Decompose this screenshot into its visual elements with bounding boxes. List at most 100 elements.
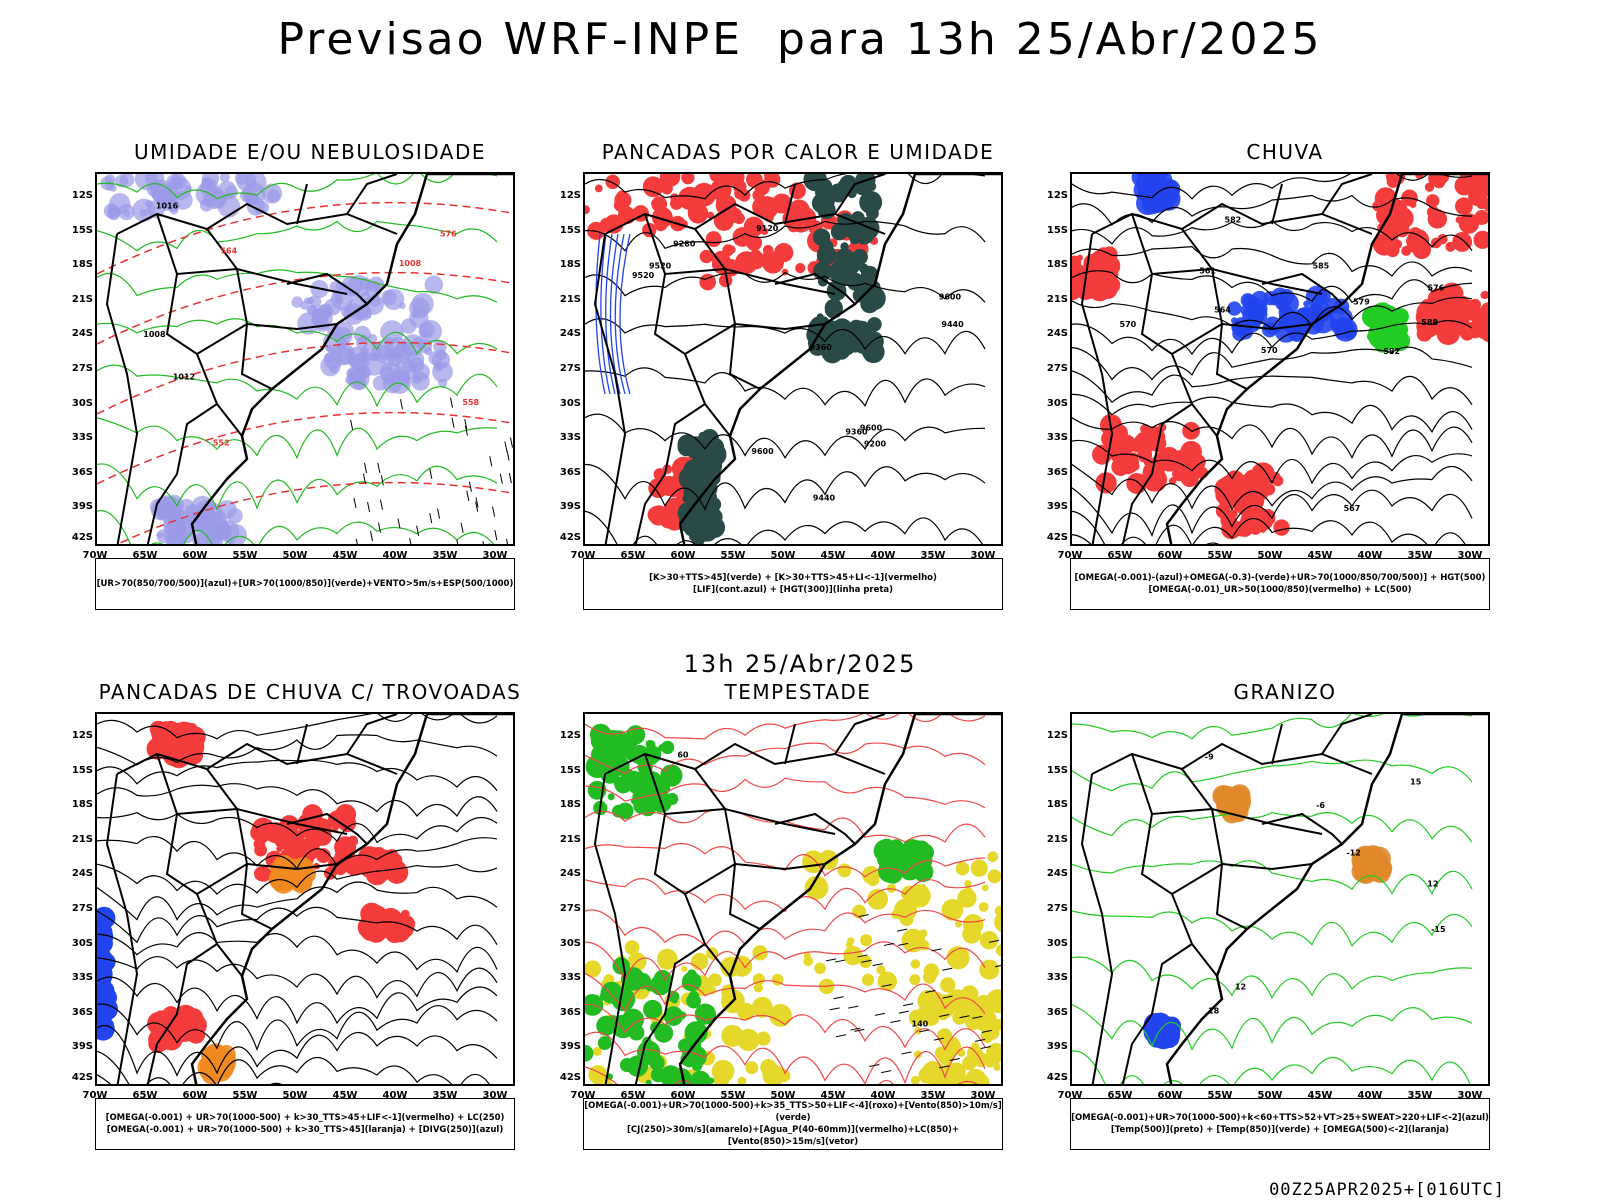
field-blob: [199, 198, 213, 212]
field-blob: [1227, 301, 1242, 316]
field-blob: [1245, 317, 1261, 333]
field-blob: [985, 1025, 1000, 1040]
lon-tick-label: 65W: [1107, 1090, 1133, 1101]
field-blob: [250, 824, 268, 842]
wind-vector: [505, 538, 508, 544]
map-graphic: 140 60: [585, 714, 1001, 1084]
field-blob: [699, 249, 714, 264]
field-blob: [708, 973, 722, 987]
field-blob: [433, 339, 447, 354]
lat-tick-label: 27S: [1046, 903, 1068, 914]
wind-vector: [482, 541, 485, 544]
wind-vector: [942, 967, 953, 971]
field-blob: [876, 965, 886, 975]
lat-tick-label: 36S: [559, 1006, 581, 1018]
contour-label: 561: [1199, 267, 1216, 276]
field-blob: [1474, 234, 1485, 244]
wind-vector: [857, 954, 868, 958]
field-blob: [634, 977, 646, 989]
field-blob: [291, 296, 303, 308]
contour-label: 9520: [649, 261, 672, 270]
wind-vector: [362, 473, 366, 484]
contour-line: [585, 742, 986, 775]
field-blob: [923, 963, 940, 979]
field-blob: [753, 983, 764, 993]
lon-tick-label: 60W: [182, 1090, 208, 1101]
contour-line: [97, 174, 498, 200]
lon-tick-label: 55W: [720, 550, 746, 561]
field-blob: [167, 733, 175, 741]
legend-line: [Temp(500)](preto) + [Temp(850)](verde) …: [1110, 1125, 1450, 1135]
wind-vector: [901, 1051, 912, 1055]
lat-tick-label: 42S: [71, 532, 93, 543]
legend-line: [OMEGA(-0.001)+UR>70(1000-500)+k<60+TTS>…: [1071, 1113, 1489, 1123]
field-blob: [347, 365, 366, 384]
contour-label: -9: [1205, 752, 1214, 761]
lon-tick-label: 70W: [570, 550, 596, 561]
coastline: [1165, 714, 1488, 1084]
contour-label: 582: [1225, 215, 1242, 224]
map-graphic: 9600 9600 9520 9440 9360 9280 9200 9120 9360 9520…: [585, 174, 1001, 544]
lat-tick-label: 33S: [559, 432, 581, 444]
contour-line: [585, 777, 986, 809]
field-blob: [684, 436, 708, 459]
field-blob: [943, 1037, 962, 1056]
wind-vector: [949, 1058, 960, 1062]
wind-vector: [854, 1028, 865, 1032]
field-blob: [320, 356, 341, 377]
field-blob: [771, 193, 792, 214]
field-blob: [745, 1061, 759, 1075]
lat-tick-label: 18S: [71, 259, 93, 271]
panel-legend: [OMEGA(-0.001)-(azul)+OMEGA(-0.3)-(verde…: [1070, 558, 1490, 610]
contour-line: [97, 463, 498, 511]
state-border: [1080, 773, 1114, 1084]
field-blob: [725, 174, 745, 187]
field-blob: [860, 265, 879, 284]
field-blob: [101, 915, 109, 924]
lat-tick-label: 21S: [1046, 293, 1068, 305]
lat-tick-label: 39S: [1046, 1041, 1068, 1053]
field-blob: [103, 203, 119, 219]
lat-tick-label: 24S: [71, 328, 93, 340]
state-border: [236, 808, 338, 871]
field-blob: [326, 345, 333, 352]
contour-line: [97, 881, 498, 921]
lat-tick-label: 27S: [559, 363, 581, 374]
field-blob: [877, 971, 897, 992]
wind-vector: [464, 425, 468, 436]
lat-tick-label: 30S: [559, 397, 581, 409]
contour-label: 1012: [173, 372, 195, 381]
state-border: [286, 272, 368, 305]
field-blob: [847, 937, 855, 945]
field-blob: [764, 174, 781, 188]
wind-vector: [514, 527, 515, 537]
map-panel-6: GRANIZO 12S 15S 18S 21S 24S 27S 30S 33S 36S 39S 42S…: [1040, 680, 1530, 1150]
lat-tick-label: 36S: [1046, 466, 1068, 478]
wind-vector: [869, 1063, 880, 1067]
field-blob: [1140, 424, 1151, 435]
wind-vector: [933, 1037, 944, 1041]
state-border: [1215, 863, 1248, 930]
contour-line: [1072, 439, 1473, 485]
wind-vector: [350, 419, 354, 430]
field-blob: [705, 491, 717, 503]
field-blob: [432, 361, 453, 383]
contour-label: 558: [462, 398, 479, 407]
field-blob: [985, 989, 1001, 1014]
lon-tick-label: 35W: [920, 550, 946, 561]
field-blob: [993, 1063, 1001, 1071]
wind-vector: [429, 468, 433, 479]
field-blob: [596, 1015, 617, 1036]
field-blob: [361, 860, 375, 874]
field-blob: [1409, 201, 1417, 208]
field-blob: [681, 174, 695, 185]
field-blob: [1098, 280, 1118, 299]
contour-line: [1072, 1050, 1471, 1084]
field-blob: [1297, 307, 1307, 318]
field-blob: [1469, 298, 1481, 311]
state-border: [105, 773, 139, 1084]
field-blob: [814, 962, 826, 975]
field-blob: [649, 1055, 665, 1071]
field-blob: [610, 754, 618, 762]
field-blob: [201, 174, 220, 187]
